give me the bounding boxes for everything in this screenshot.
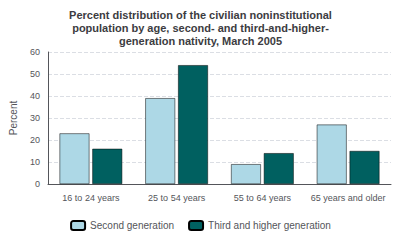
svg-text:generation nativity, March 200: generation nativity, March 2005	[119, 35, 282, 47]
svg-text:0: 0	[35, 179, 40, 189]
svg-text:Percent: Percent	[8, 101, 19, 136]
svg-text:40: 40	[30, 91, 40, 101]
svg-text:Percent distribution of the ci: Percent distribution of the civilian non…	[69, 9, 332, 21]
svg-text:Second generation: Second generation	[90, 220, 174, 231]
svg-text:10: 10	[30, 157, 40, 167]
svg-text:16 to 24 years: 16 to 24 years	[62, 193, 120, 203]
svg-text:50: 50	[30, 69, 40, 79]
svg-text:population by age, second- and: population by age, second- and third-and…	[72, 22, 329, 34]
svg-text:20: 20	[30, 135, 40, 145]
svg-text:30: 30	[30, 113, 40, 123]
svg-text:Third and higher generation: Third and higher generation	[208, 220, 331, 231]
svg-text:65 years and older: 65 years and older	[311, 193, 386, 203]
svg-text:60: 60	[30, 47, 40, 57]
svg-text:25 to 54 years: 25 to 54 years	[148, 193, 206, 203]
svg-text:55 to 64 years: 55 to 64 years	[234, 193, 292, 203]
